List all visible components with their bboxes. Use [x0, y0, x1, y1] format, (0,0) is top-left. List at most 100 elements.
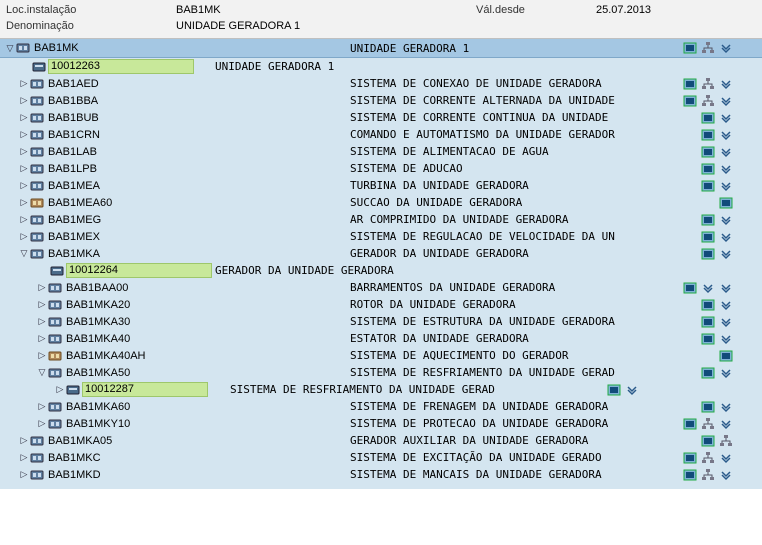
down2-icon[interactable]	[718, 281, 734, 295]
node-code[interactable]: BAB1MKA30	[64, 316, 143, 328]
expand-icon[interactable]: ▷	[36, 299, 48, 311]
equipment-code[interactable]: 10012264	[66, 263, 212, 278]
monitor-icon[interactable]	[700, 332, 716, 346]
expand-icon[interactable]: ▷	[18, 452, 30, 464]
monitor-icon[interactable]	[700, 315, 716, 329]
tree-row[interactable]: ▷BAB1MEGAR COMPRIMIDO DA UNIDADE GERADOR…	[0, 211, 762, 228]
down-icon[interactable]	[718, 162, 734, 176]
monitor-icon[interactable]	[700, 111, 716, 125]
down-icon[interactable]	[718, 298, 734, 312]
down-icon[interactable]	[718, 468, 734, 482]
expand-icon[interactable]: ▷	[18, 231, 30, 243]
node-code[interactable]: BAB1MKA50	[64, 367, 143, 379]
tree-row[interactable]: ▷BAB1LABSISTEMA DE ALIMENTACAO DE AGUA	[0, 143, 762, 160]
hierarchy-icon[interactable]	[700, 41, 716, 55]
monitor-icon[interactable]	[700, 162, 716, 176]
monitor-icon[interactable]	[682, 468, 698, 482]
node-code[interactable]: BAB1MKA	[46, 248, 125, 260]
collapse-icon[interactable]: ▽	[4, 42, 16, 54]
tree-row[interactable]: ▷BAB1MKA40ESTATOR DA UNIDADE GERADORA	[0, 330, 762, 347]
monitor-icon[interactable]	[682, 417, 698, 431]
equipment-row[interactable]: ▷ 10012287 SISTEMA DE RESFRIAMENTO DA UN…	[0, 381, 762, 398]
expand-icon[interactable]: ▷	[36, 350, 48, 362]
monitor-icon[interactable]	[606, 383, 622, 397]
expand-icon[interactable]: ▷	[18, 197, 30, 209]
node-code[interactable]: BAB1MEA	[46, 180, 125, 192]
expand-icon[interactable]: ▷	[18, 435, 30, 447]
monitor-icon[interactable]	[700, 128, 716, 142]
tree-row[interactable]: ▷BAB1MEATURBINA DA UNIDADE GERADORA	[0, 177, 762, 194]
expand-icon[interactable]: ▷	[18, 78, 30, 90]
tree-row[interactable]: ▷BAB1MKA40AHSISTEMA DE AQUECIMENTO DO GE…	[0, 347, 762, 364]
expand-icon[interactable]: ▷	[18, 163, 30, 175]
hier-icon[interactable]	[700, 94, 716, 108]
tree-row[interactable]: ▷BAB1MKDSISTEMA DE MANCAIS DA UNIDADE GE…	[0, 466, 762, 483]
hier-icon[interactable]	[700, 468, 716, 482]
hier-icon[interactable]	[700, 417, 716, 431]
tree-row[interactable]: ▷BAB1MKA60SISTEMA DE FRENAGEM DA UNIDADE…	[0, 398, 762, 415]
monitor-icon[interactable]	[700, 298, 716, 312]
down-icon[interactable]	[718, 145, 734, 159]
node-code[interactable]: BAB1MKA40AH	[64, 350, 147, 362]
down-icon[interactable]	[718, 94, 734, 108]
expand-icon[interactable]: ▷	[36, 418, 48, 430]
down-icon[interactable]	[718, 230, 734, 244]
node-code[interactable]: BAB1MKA60	[64, 401, 143, 413]
node-code[interactable]: BAB1MKY10	[64, 418, 143, 430]
hier-icon[interactable]	[700, 77, 716, 91]
down-icon[interactable]	[700, 281, 716, 295]
monitor-icon[interactable]	[700, 230, 716, 244]
tree-row[interactable]: ▷BAB1MEXSISTEMA DE REGULACAO DE VELOCIDA…	[0, 228, 762, 245]
monitor-icon[interactable]	[700, 400, 716, 414]
node-code[interactable]: BAB1MKC	[46, 452, 125, 464]
node-code[interactable]: BAB1MEX	[46, 231, 125, 243]
equipment-row[interactable]: 10012264 GERADOR DA UNIDADE GERADORA	[0, 262, 762, 279]
node-code[interactable]: BAB1BUB	[46, 112, 125, 124]
monitor-icon[interactable]	[682, 94, 698, 108]
down-icon[interactable]	[718, 417, 734, 431]
equipment-code[interactable]: 10012263	[48, 59, 194, 74]
tree-row[interactable]: ▷BAB1MEA60SUCCAO DA UNIDADE GERADORA	[0, 194, 762, 211]
monitor-icon[interactable]	[718, 349, 734, 363]
expand-icon[interactable]: ▷	[36, 316, 48, 328]
down-icon[interactable]	[624, 383, 640, 397]
down-icon[interactable]	[718, 128, 734, 142]
tree-row-mka[interactable]: ▽ BAB1MKA GERADOR DA UNIDADE GERADORA	[0, 245, 762, 262]
node-code[interactable]: BAB1MEG	[46, 214, 125, 226]
expand-icon[interactable]: ▷	[18, 180, 30, 192]
down-icon[interactable]	[718, 451, 734, 465]
node-code[interactable]: BAB1MKA40	[64, 333, 143, 345]
node-code[interactable]: BAB1MEA60	[46, 197, 125, 209]
monitor-icon[interactable]	[700, 434, 716, 448]
root-code[interactable]: BAB1MK	[32, 42, 111, 54]
node-code[interactable]: BAB1CRN	[46, 129, 125, 141]
monitor-icon[interactable]	[718, 196, 734, 210]
expand-icon[interactable]: ▷	[54, 384, 66, 396]
monitor-icon[interactable]	[682, 451, 698, 465]
hier-icon[interactable]	[718, 434, 734, 448]
node-code[interactable]: BAB1MKA20	[64, 299, 143, 311]
collapse-icon[interactable]: ▽	[18, 248, 30, 260]
tree-root-row[interactable]: ▽ BAB1MK UNIDADE GERADORA 1	[0, 39, 762, 58]
node-code[interactable]: BAB1MKA05	[46, 435, 125, 447]
tree-row[interactable]: ▷BAB1MKA05GERADOR AUXILIAR DA UNIDADE GE…	[0, 432, 762, 449]
expand-icon[interactable]: ▷	[36, 333, 48, 345]
tree-row[interactable]: ▷BAB1MKA30SISTEMA DE ESTRUTURA DA UNIDAD…	[0, 313, 762, 330]
expand-icon[interactable]: ▷	[18, 469, 30, 481]
down-icon[interactable]	[718, 111, 734, 125]
tree-row[interactable]: ▷BAB1MKY10SISTEMA DE PROTECAO DA UNIDADE…	[0, 415, 762, 432]
tree-row[interactable]: ▷BAB1AEDSISTEMA DE CONEXAO DE UNIDADE GE…	[0, 75, 762, 92]
equipment-code[interactable]: 10012287	[82, 382, 208, 397]
tree-row[interactable]: ▷BAB1BBASISTEMA DE CORRENTE ALTERNADA DA…	[0, 92, 762, 109]
tree-row[interactable]: ▷BAB1MKA20ROTOR DA UNIDADE GERADORA	[0, 296, 762, 313]
monitor-icon[interactable]	[700, 366, 716, 380]
monitor-icon[interactable]	[700, 145, 716, 159]
monitor-icon[interactable]	[682, 281, 698, 295]
hier-icon[interactable]	[700, 451, 716, 465]
expand-icon[interactable]: ▷	[18, 146, 30, 158]
expand-icon[interactable]: ▷	[18, 112, 30, 124]
down-icon[interactable]	[718, 77, 734, 91]
node-code[interactable]: BAB1BAA00	[64, 282, 143, 294]
down-icon[interactable]	[718, 179, 734, 193]
expand-icon[interactable]: ▷	[18, 95, 30, 107]
